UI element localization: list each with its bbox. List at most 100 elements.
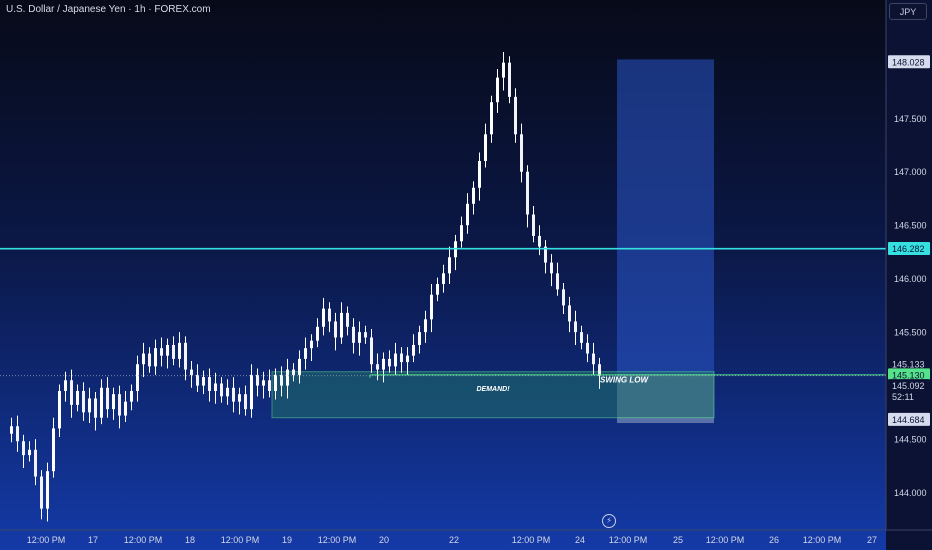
candle-body <box>94 398 97 418</box>
candle-body <box>226 387 229 397</box>
candle-body <box>178 342 181 359</box>
time-tick-label: 20 <box>379 535 389 545</box>
candle-body <box>472 187 475 204</box>
candle-body <box>10 426 13 434</box>
time-zone-icon[interactable]: ⚡ <box>602 514 616 528</box>
candle-body <box>370 337 373 365</box>
candle-body <box>382 358 385 370</box>
candle-body <box>142 353 145 365</box>
candle-body <box>28 449 31 456</box>
candle-body <box>586 342 589 354</box>
candle-body <box>82 390 85 413</box>
candle-body <box>544 246 547 263</box>
candle-body <box>250 374 253 410</box>
price-tick-label: 146.500 <box>894 221 927 231</box>
candle-body <box>292 369 295 375</box>
candle-body <box>298 358 301 375</box>
candle-body <box>16 426 19 442</box>
time-tick-label: 12:00 PM <box>27 535 66 545</box>
swing-price-label-box <box>888 368 930 382</box>
candle-body <box>166 344 169 356</box>
current-price-label-box <box>888 379 930 393</box>
candle-body <box>400 353 403 363</box>
candle-body <box>22 441 25 456</box>
price-axis-bg <box>886 0 932 550</box>
candle-body <box>508 62 511 97</box>
demand-label: DEMAND! <box>476 386 510 393</box>
candle-body <box>466 203 469 226</box>
candle-body <box>124 401 127 416</box>
candle-body <box>562 289 565 306</box>
time-tick-label: 26 <box>769 535 779 545</box>
candle-body <box>526 171 529 215</box>
ref-price-label-box <box>888 357 930 371</box>
candle-body <box>220 383 223 397</box>
candle-body <box>580 332 583 343</box>
candle-body <box>346 312 349 327</box>
candle-body <box>364 332 367 338</box>
candle-body <box>232 387 235 402</box>
price-tick-label: 146.000 <box>894 274 927 284</box>
candle-body <box>208 377 211 391</box>
time-tick-label: 24 <box>575 535 585 545</box>
candle-body <box>598 364 601 376</box>
candle-body <box>556 273 559 290</box>
candle-body <box>550 262 553 274</box>
candle-body <box>448 257 451 274</box>
time-tick-label: 12:00 PM <box>124 535 163 545</box>
candle-body <box>280 374 283 386</box>
demand-zone <box>271 371 715 419</box>
time-tick-label: 12:00 PM <box>512 535 551 545</box>
low-price-label: 144.684 <box>892 415 925 425</box>
candle-body <box>478 161 481 188</box>
candle-body <box>484 134 487 162</box>
candle-body <box>352 326 355 343</box>
candle-body <box>184 342 187 370</box>
candle-body <box>88 398 91 413</box>
candle-body <box>436 284 439 295</box>
currency-button[interactable]: JPY <box>889 3 927 20</box>
symbol-title: U.S. Dollar / Japanese Yen · 1h · FOREX.… <box>6 4 211 15</box>
swing-price-label: 145.130 <box>892 370 925 380</box>
price-tick-label: 145.500 <box>894 328 927 338</box>
resistance-price-label-box <box>888 242 930 256</box>
candle-body <box>358 332 361 343</box>
time-tick-label: 18 <box>185 535 195 545</box>
high-price-label: 148.028 <box>892 57 925 67</box>
candle-body <box>496 77 499 103</box>
candle-body <box>112 394 115 410</box>
price-tick-label: 147.000 <box>894 167 927 177</box>
candle-body <box>460 225 463 242</box>
candle-body <box>196 374 199 386</box>
candle-body <box>304 348 307 359</box>
candle-body <box>262 380 265 386</box>
candle-body <box>418 332 421 345</box>
candle-body <box>118 394 121 416</box>
candle-body <box>412 344 415 356</box>
countdown-label: 52:11 <box>892 392 914 402</box>
candle-body <box>430 294 433 320</box>
time-tick-label: 19 <box>282 535 292 545</box>
candle-body <box>340 312 343 338</box>
time-tick-label: 12:00 PM <box>318 535 357 545</box>
candle-body <box>310 340 313 349</box>
candle-body <box>34 449 37 477</box>
candle-body <box>520 134 523 172</box>
candle-body <box>58 390 61 429</box>
swing-low-label: SWING LOW <box>600 375 649 384</box>
candle-body <box>274 374 277 391</box>
candle-body <box>100 387 103 418</box>
time-tick-label: 12:00 PM <box>706 535 745 545</box>
candle-body <box>148 353 151 367</box>
candle-body <box>256 374 259 386</box>
candle-body <box>394 353 397 367</box>
time-tick-label: 25 <box>673 535 683 545</box>
target-zone <box>617 59 714 374</box>
candle-body <box>490 102 493 135</box>
price-tick-label: 147.500 <box>894 114 927 124</box>
candle-body <box>424 319 427 333</box>
candle-body <box>64 380 67 391</box>
candle-body <box>334 321 337 338</box>
